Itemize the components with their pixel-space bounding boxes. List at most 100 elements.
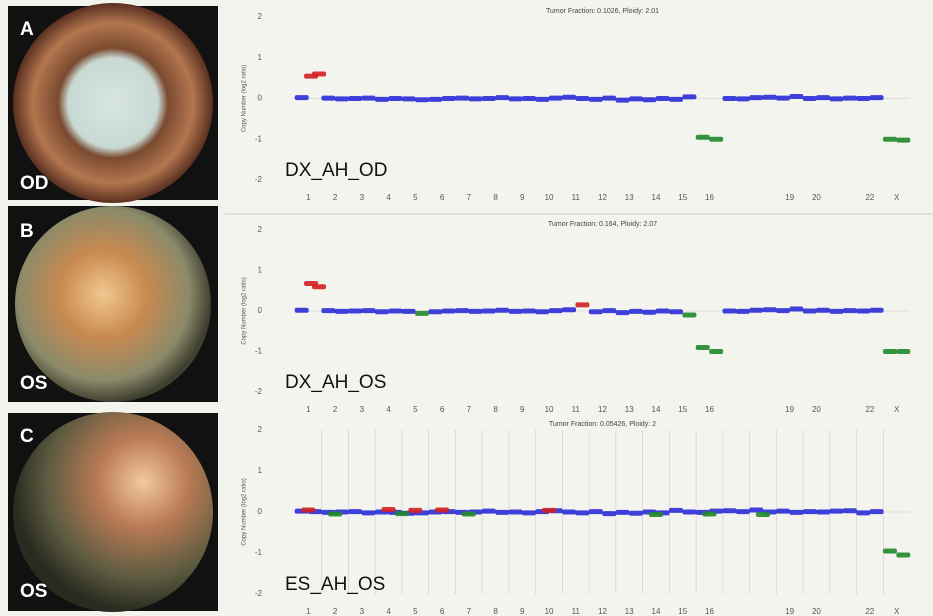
data-point bbox=[482, 509, 496, 514]
data-point bbox=[816, 95, 830, 100]
x-tick-label: 10 bbox=[545, 607, 554, 616]
x-tick-label: 2 bbox=[333, 607, 338, 616]
data-point bbox=[495, 95, 509, 100]
data-point bbox=[442, 96, 456, 101]
data-point bbox=[829, 309, 843, 314]
data-point bbox=[522, 96, 536, 101]
data-point bbox=[348, 96, 362, 101]
data-point bbox=[435, 507, 449, 512]
x-tick-label: 14 bbox=[652, 193, 661, 202]
data-point bbox=[649, 512, 663, 517]
x-tick-label: 9 bbox=[520, 607, 525, 616]
panel-letter: C bbox=[20, 426, 34, 447]
data-point bbox=[348, 509, 362, 514]
data-point bbox=[562, 307, 576, 312]
data-point bbox=[856, 510, 870, 515]
y-tick-label: 2 bbox=[258, 425, 263, 434]
x-tick-label: 3 bbox=[360, 193, 365, 202]
data-point bbox=[562, 95, 576, 100]
data-point bbox=[816, 510, 830, 515]
y-tick-label: 2 bbox=[258, 12, 263, 21]
y-axis-label: Copy Number (log2 ratio) bbox=[242, 65, 248, 132]
x-tick-label: 5 bbox=[413, 193, 418, 202]
data-point bbox=[870, 95, 884, 100]
x-tick-label: 22 bbox=[865, 405, 874, 414]
x-tick-label: 20 bbox=[812, 405, 821, 414]
x-tick-label: 20 bbox=[812, 607, 821, 616]
data-point bbox=[522, 309, 536, 314]
y-axis-label: Copy Number (log2 ratio) bbox=[242, 478, 248, 545]
panel-letter: A bbox=[20, 19, 34, 40]
data-point bbox=[602, 308, 616, 313]
x-tick-label: 7 bbox=[467, 405, 472, 414]
data-point bbox=[816, 308, 830, 313]
x-tick-label: 1 bbox=[306, 405, 311, 414]
x-tick-label: 22 bbox=[865, 607, 874, 616]
y-tick-label: -2 bbox=[255, 175, 263, 184]
data-point bbox=[736, 309, 750, 314]
data-point bbox=[388, 96, 402, 101]
data-point bbox=[669, 309, 683, 314]
x-tick-label: 2 bbox=[333, 193, 338, 202]
data-point bbox=[575, 510, 589, 515]
data-point bbox=[856, 96, 870, 101]
x-tick-label: 5 bbox=[413, 607, 418, 616]
x-tick-label: 8 bbox=[493, 607, 498, 616]
data-point bbox=[736, 96, 750, 101]
x-tick-label: 13 bbox=[625, 607, 634, 616]
x-tick-label: 15 bbox=[678, 405, 687, 414]
data-point bbox=[575, 96, 589, 101]
data-point bbox=[856, 309, 870, 314]
x-tick-label: 15 bbox=[678, 607, 687, 616]
data-point bbox=[616, 310, 630, 315]
data-point bbox=[482, 96, 496, 101]
data-point bbox=[462, 512, 476, 517]
data-point bbox=[702, 512, 716, 517]
annotation: DX_AH_OS bbox=[285, 372, 386, 393]
data-point bbox=[749, 95, 763, 100]
data-point bbox=[442, 309, 456, 314]
data-point bbox=[362, 96, 376, 101]
x-tick-label: 12 bbox=[598, 193, 607, 202]
eye-label: OS bbox=[20, 581, 47, 602]
data-point bbox=[348, 309, 362, 314]
data-point bbox=[602, 511, 616, 516]
chart-title: Tumor Fraction: 0.05426, Ploidy: 2 bbox=[549, 421, 656, 428]
y-tick-label: 1 bbox=[258, 466, 263, 475]
data-point bbox=[749, 308, 763, 313]
data-point bbox=[535, 309, 549, 314]
data-point bbox=[629, 309, 643, 314]
data-point bbox=[468, 96, 482, 101]
data-point bbox=[362, 308, 376, 313]
data-point bbox=[321, 96, 335, 101]
data-point bbox=[896, 349, 910, 354]
data-point bbox=[723, 508, 737, 513]
data-point bbox=[402, 96, 416, 101]
data-point bbox=[896, 553, 910, 558]
y-tick-label: -1 bbox=[255, 347, 263, 356]
data-point bbox=[589, 509, 603, 514]
x-tick-label: 5 bbox=[413, 405, 418, 414]
x-tick-label: 19 bbox=[785, 405, 794, 414]
data-point bbox=[763, 95, 777, 100]
data-point bbox=[509, 309, 523, 314]
data-point bbox=[829, 96, 843, 101]
data-point bbox=[522, 510, 536, 515]
data-point bbox=[415, 97, 429, 102]
data-point bbox=[682, 510, 696, 515]
data-point bbox=[723, 309, 737, 314]
x-tick-label: 12 bbox=[598, 405, 607, 414]
x-tick-label: 4 bbox=[386, 193, 391, 202]
data-point bbox=[696, 345, 710, 350]
data-point bbox=[375, 97, 389, 102]
data-point bbox=[870, 308, 884, 313]
data-point bbox=[763, 307, 777, 312]
data-point bbox=[896, 138, 910, 143]
panel-letter: B bbox=[20, 221, 34, 242]
data-point bbox=[789, 94, 803, 99]
data-point bbox=[428, 97, 442, 102]
y-tick-label: 0 bbox=[258, 507, 263, 516]
x-tick-label: 11 bbox=[572, 607, 581, 616]
data-point bbox=[375, 309, 389, 314]
data-point bbox=[562, 510, 576, 515]
